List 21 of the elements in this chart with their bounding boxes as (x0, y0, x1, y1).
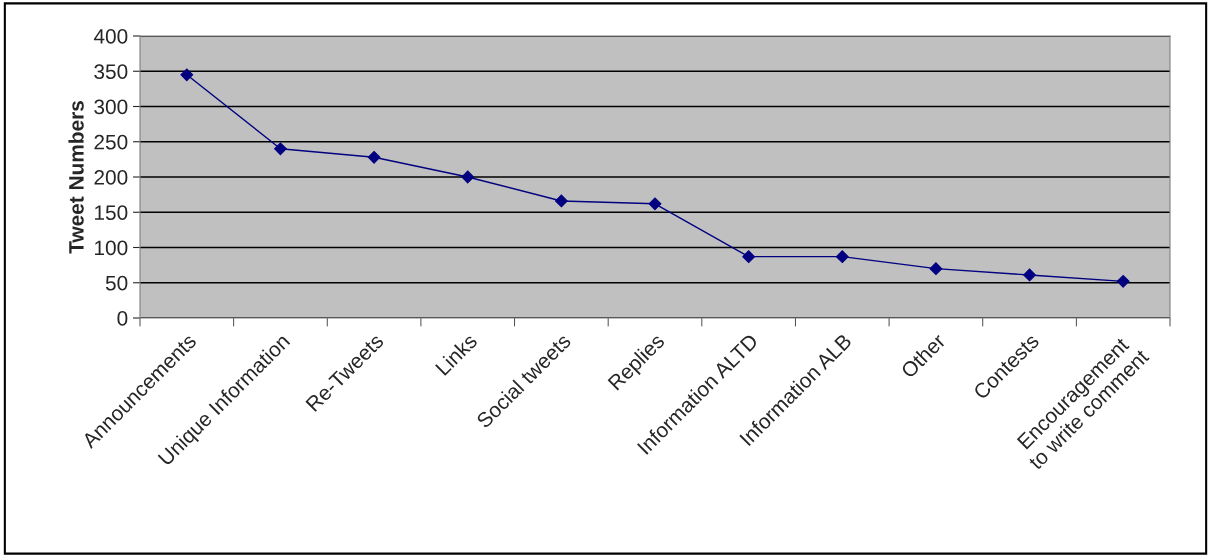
y-tick-label: 50 (105, 275, 128, 291)
y-tick-label: 300 (94, 99, 128, 115)
y-tick-label: 100 (95, 240, 128, 256)
y-tick-label: 200 (94, 170, 128, 185)
y-axis-title: Tweet Numbers (68, 101, 84, 254)
point (1023, 268, 1036, 282)
y-tick-label: 150 (95, 205, 128, 220)
point (180, 68, 194, 82)
point (274, 142, 287, 156)
y-tick-label: 250 (94, 134, 128, 150)
y-tick-label: 350 (94, 64, 128, 79)
y-tick-label: 400 (93, 29, 128, 44)
y-tick-label: 0 (117, 311, 128, 326)
point (648, 197, 662, 211)
point (461, 170, 475, 184)
point (554, 194, 568, 208)
point (742, 250, 756, 264)
point (835, 250, 849, 264)
point (929, 262, 943, 276)
point (367, 150, 381, 164)
point (1116, 274, 1130, 288)
